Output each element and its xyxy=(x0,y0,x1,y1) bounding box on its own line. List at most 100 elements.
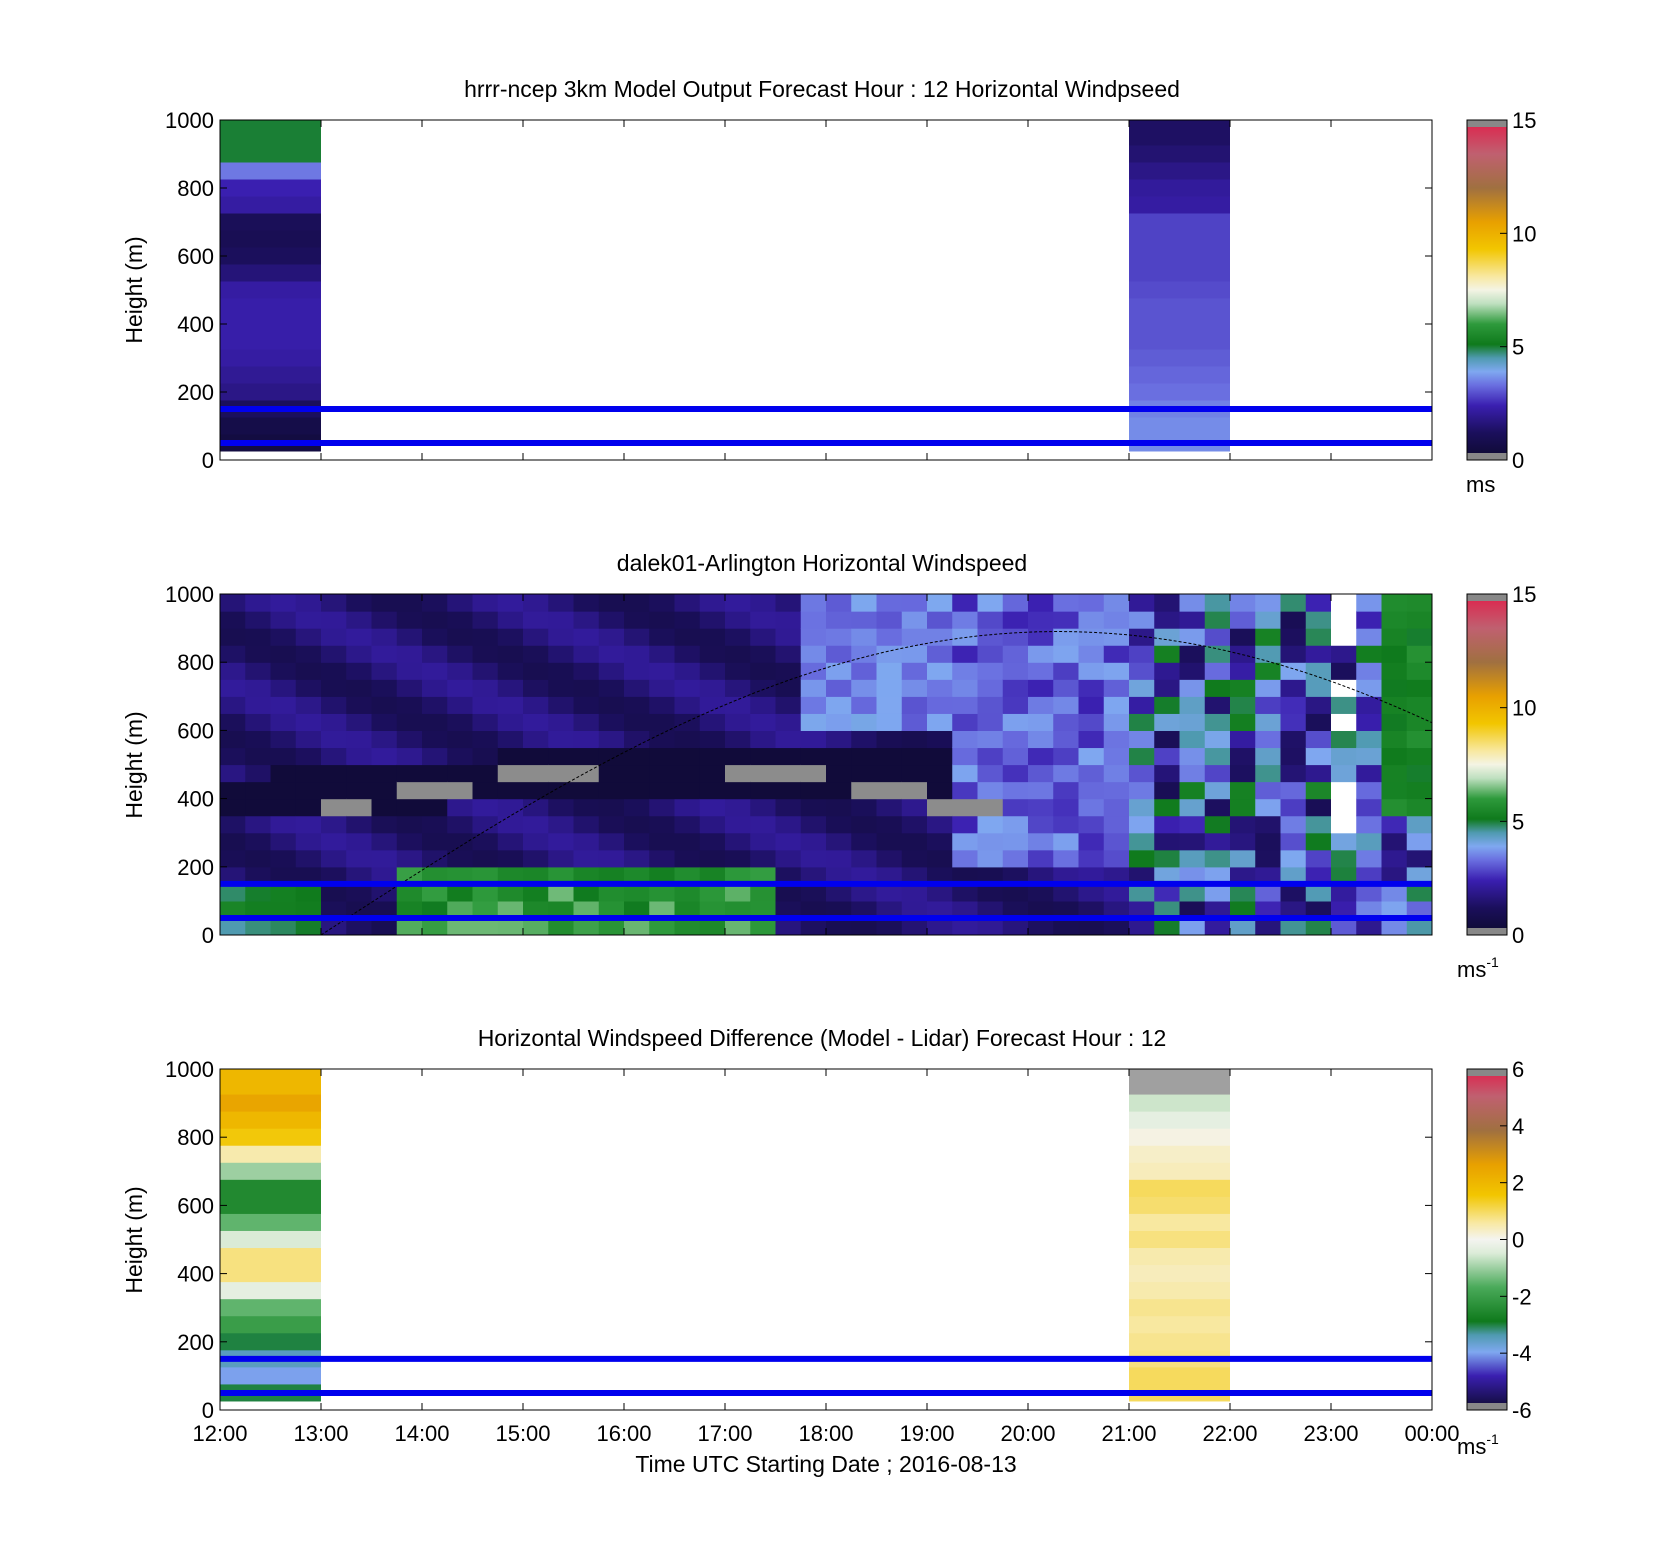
data-cell xyxy=(826,917,852,935)
data-cell xyxy=(396,628,423,646)
data-cell xyxy=(321,815,347,834)
data-cell xyxy=(1103,764,1130,783)
data-cell xyxy=(220,696,246,714)
data-cell xyxy=(1179,696,1206,714)
data-cell xyxy=(1103,832,1130,851)
data-cell xyxy=(1230,832,1256,851)
data-cell xyxy=(1406,645,1432,663)
data-cell xyxy=(674,628,701,646)
data-cell xyxy=(624,815,650,834)
data-cell xyxy=(1053,832,1080,851)
data-cell xyxy=(977,747,1004,766)
data-cell xyxy=(725,662,751,680)
panel-model-axes: 0 200 400 600 800 1000 xyxy=(165,108,1433,473)
panel-model-reference-lines xyxy=(220,406,1432,446)
data-cell xyxy=(750,747,777,766)
data-cell xyxy=(447,764,474,783)
data-cell xyxy=(927,764,953,783)
data-cell xyxy=(876,611,903,629)
data-cell xyxy=(1028,679,1054,697)
data-cell xyxy=(800,764,827,783)
data-cell xyxy=(1230,594,1256,612)
data-cell xyxy=(750,594,777,612)
data-cell xyxy=(876,798,903,817)
data-cell xyxy=(1356,696,1383,714)
data-cell xyxy=(876,815,903,834)
data-cell xyxy=(901,764,928,783)
colorbar-tick-label: 10 xyxy=(1512,696,1536,721)
data-cell xyxy=(1053,866,1080,885)
data-cell xyxy=(1280,866,1307,885)
data-cell xyxy=(598,628,625,646)
data-cell xyxy=(750,917,777,935)
data-cell xyxy=(1204,730,1231,749)
colorbar-tick-label: 0 xyxy=(1512,448,1524,473)
data-cell xyxy=(1356,883,1383,902)
data-cell xyxy=(1103,798,1130,817)
data-cell xyxy=(826,866,852,885)
data-cell xyxy=(826,662,852,680)
data-cell xyxy=(977,832,1004,851)
data-cell xyxy=(1204,883,1231,902)
data-cell xyxy=(1028,730,1054,749)
data-cell xyxy=(1179,594,1206,612)
colorbar-unit: ms xyxy=(1466,472,1495,497)
data-cell xyxy=(548,900,575,919)
data-cell xyxy=(548,645,575,663)
data-cell xyxy=(901,713,928,731)
data-cell xyxy=(775,662,802,680)
data-cell xyxy=(800,866,827,885)
data-cell xyxy=(346,713,373,731)
data-cell xyxy=(1255,628,1282,646)
data-cell xyxy=(321,883,347,902)
data-cell xyxy=(422,696,448,714)
data-cell xyxy=(598,594,625,612)
data-cell xyxy=(674,645,701,663)
data-cell xyxy=(598,611,625,629)
data-cell xyxy=(699,917,726,935)
data-cell xyxy=(295,900,322,919)
panel-difference: Horizontal Windspeed Difference (Model -… xyxy=(121,1025,1532,1477)
data-cell xyxy=(699,730,726,749)
data-cell xyxy=(1331,764,1357,783)
data-cell xyxy=(1154,917,1181,935)
data-cell xyxy=(1406,679,1432,697)
data-cell xyxy=(775,696,802,714)
data-cell xyxy=(1179,781,1206,800)
data-cell xyxy=(1129,662,1155,680)
data-cell xyxy=(1331,798,1357,817)
data-cell xyxy=(220,815,246,834)
data-cell xyxy=(1406,747,1432,766)
data-cell xyxy=(220,798,246,817)
data-cell xyxy=(295,764,322,783)
data-cell xyxy=(321,696,347,714)
data-cell xyxy=(1002,815,1029,834)
data-cell xyxy=(1280,594,1307,612)
data-cell xyxy=(447,594,474,612)
data-cell xyxy=(1331,900,1357,919)
data-cell xyxy=(977,594,1004,612)
data-cell xyxy=(1331,696,1357,714)
data-cell xyxy=(1305,883,1332,902)
data-cell xyxy=(1204,798,1231,817)
data-cell xyxy=(497,900,524,919)
data-cell xyxy=(876,662,903,680)
data-cell xyxy=(371,713,398,731)
data-cell xyxy=(573,832,600,851)
data-cell xyxy=(1280,849,1307,868)
data-cell xyxy=(649,730,676,749)
data-cell xyxy=(422,611,448,629)
data-cell xyxy=(523,645,549,663)
data-cell xyxy=(1078,832,1105,851)
data-cell xyxy=(1406,781,1432,800)
data-cell xyxy=(371,696,398,714)
data-cell xyxy=(901,747,928,766)
data-cell xyxy=(851,645,878,663)
data-cell xyxy=(497,594,524,612)
data-cell xyxy=(927,917,953,935)
data-cell xyxy=(826,747,852,766)
data-cell xyxy=(1154,883,1181,902)
data-cell xyxy=(927,645,953,663)
data-cell xyxy=(800,730,827,749)
data-cell xyxy=(1002,645,1029,663)
